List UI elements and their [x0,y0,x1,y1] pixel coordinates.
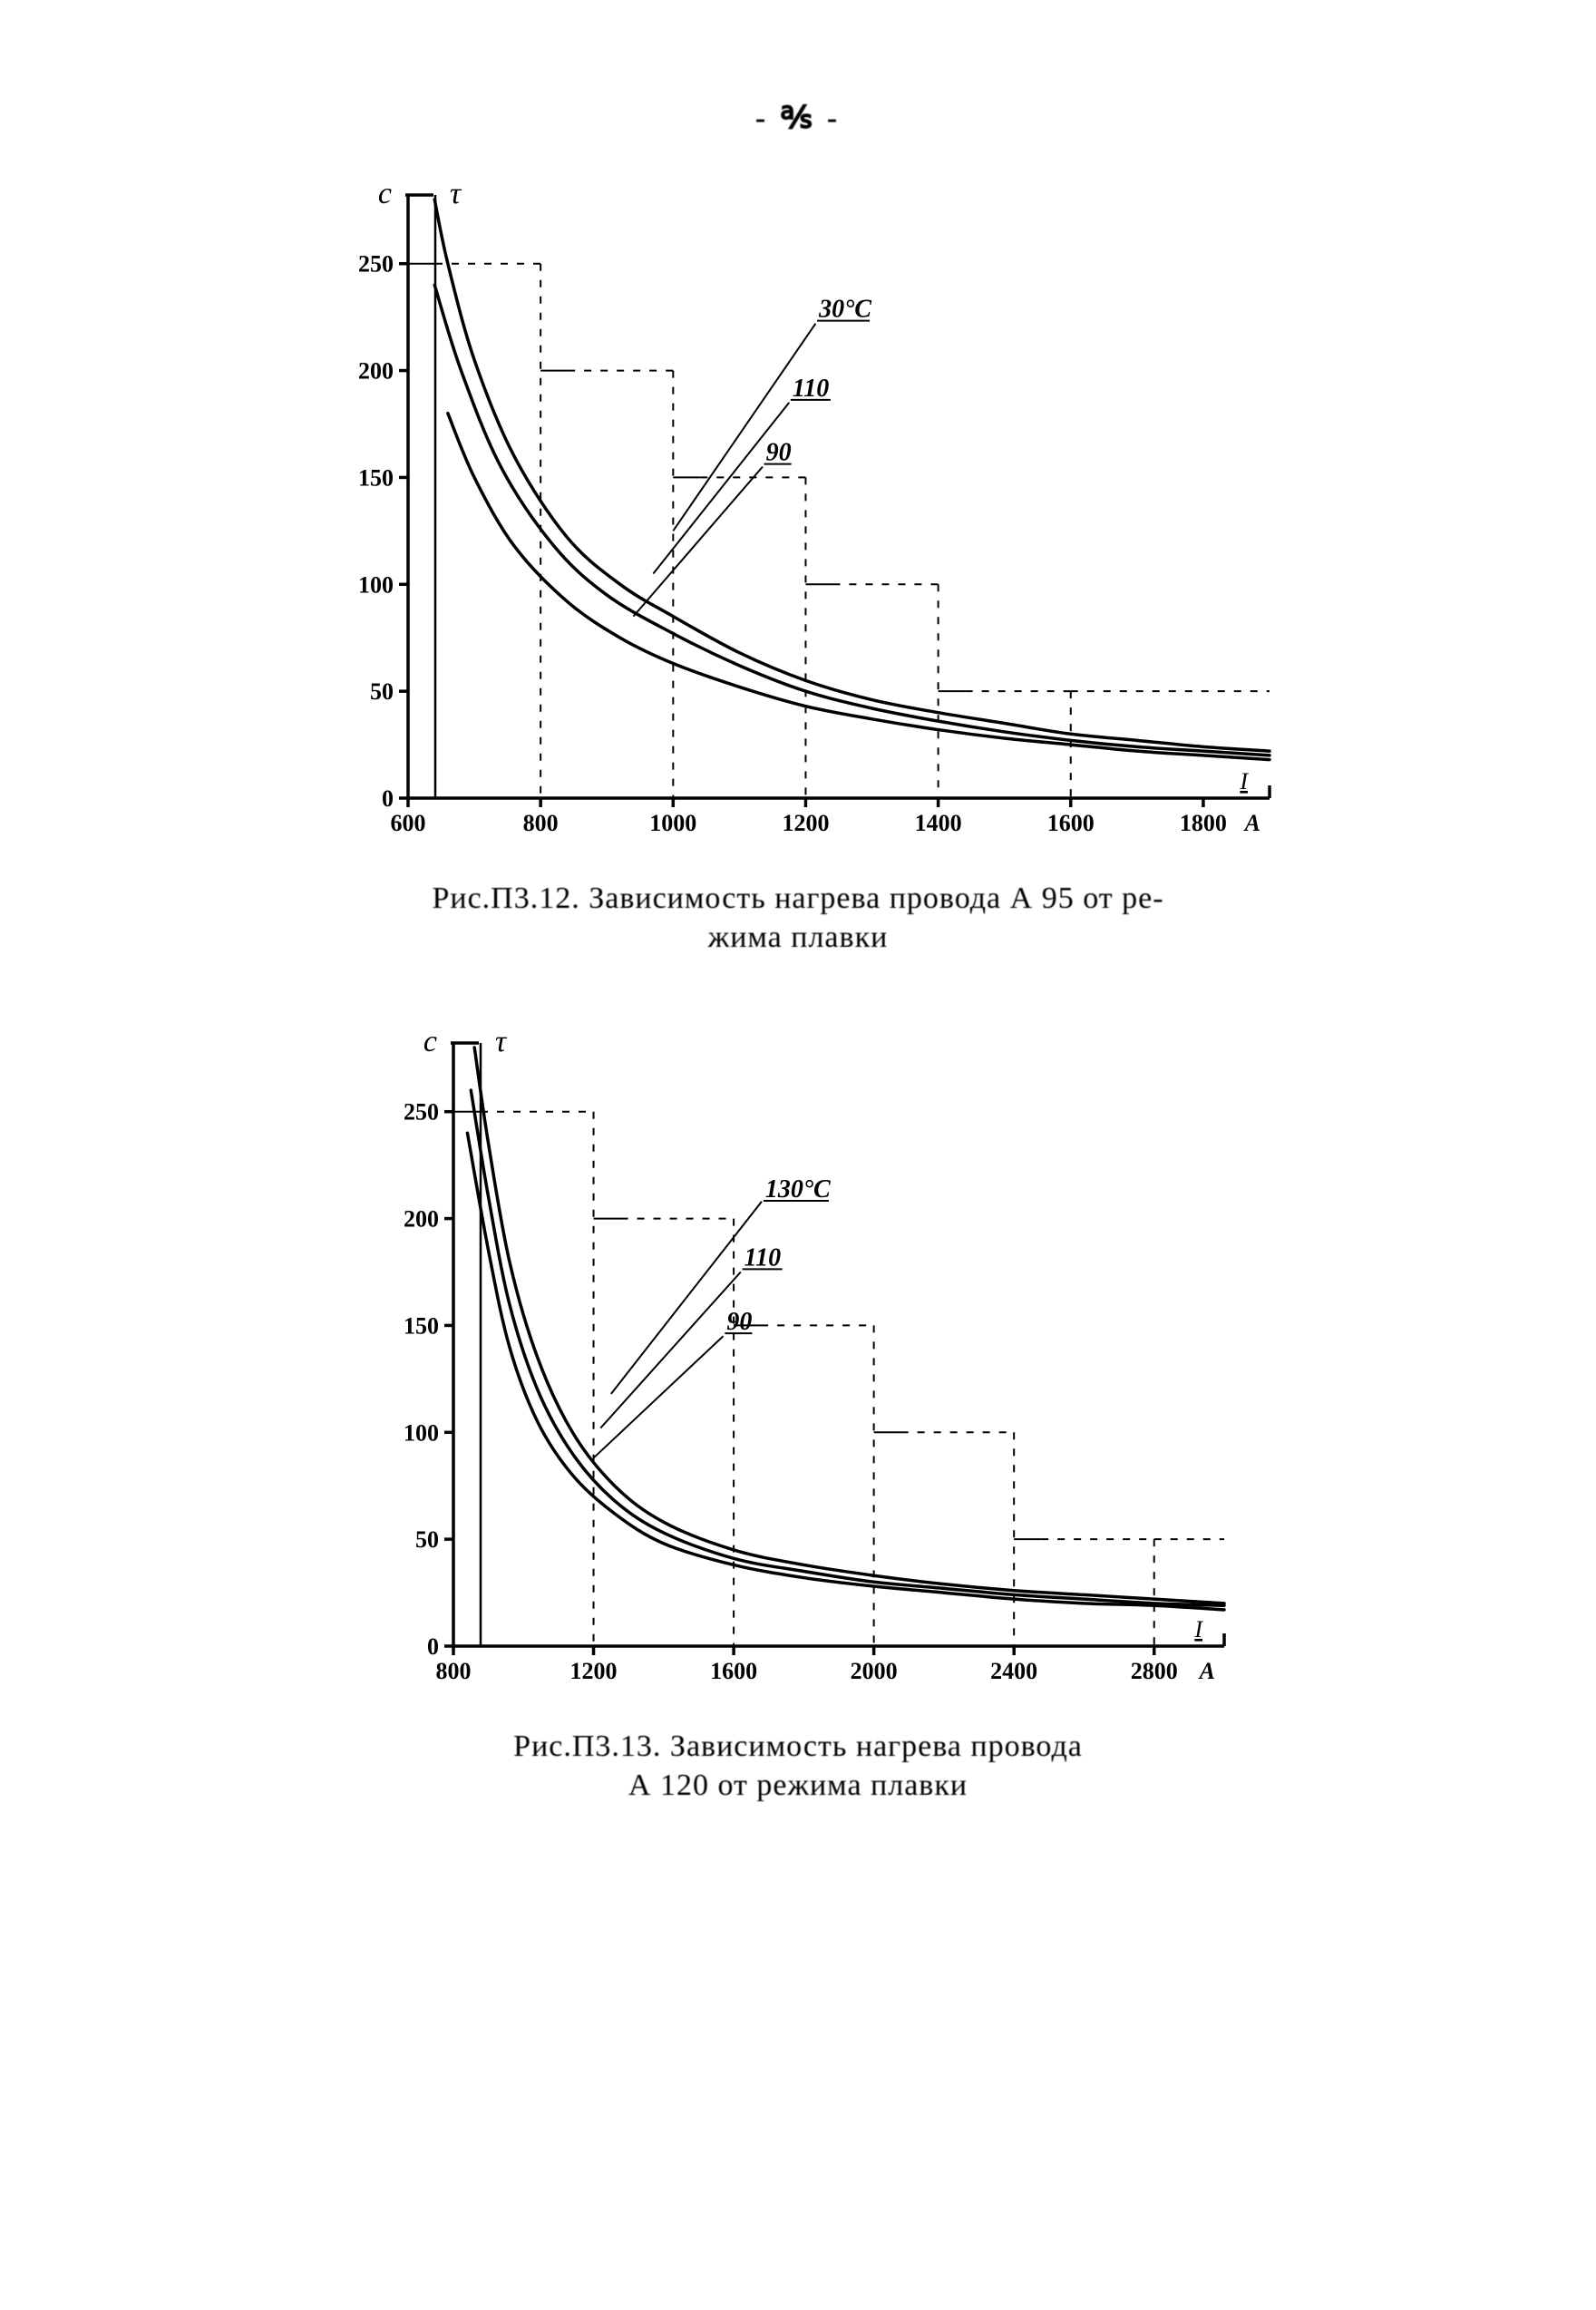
svg-text:100: 100 [404,1419,439,1446]
svg-text:90: 90 [766,439,792,467]
svg-text:2400: 2400 [990,1658,1037,1684]
caption-line2: жима плавки [708,921,889,954]
caption-prefix: Рис.П3.12. [432,882,589,915]
svg-text:50: 50 [415,1526,439,1553]
svg-text:50: 50 [370,678,394,705]
svg-text:A: A [1243,810,1260,836]
svg-text:200: 200 [404,1206,439,1233]
svg-text:30°C: 30°C [818,296,871,324]
svg-text:с: с [423,1025,437,1058]
svg-text:I: I [1239,768,1249,794]
svg-text:150: 150 [358,464,394,491]
chart-13: 0 50 100 150 200 250 800 1200 1600 2000 2400 2800 AI… [345,1020,1251,1710]
svg-text:1200: 1200 [570,1658,618,1684]
caption-line1: Зависимость нагрева провода [670,1730,1083,1763]
caption-prefix: Рис.П3.13. [513,1730,670,1763]
svg-text:130°C: 130°C [765,1175,831,1204]
svg-text:1800: 1800 [1180,810,1227,836]
chart-12: 0 50 100 150 200 250 600 800 1000 1200 1400 1600 180… [299,172,1297,862]
svg-text:1000: 1000 [649,810,696,836]
svg-text:110: 110 [793,375,829,403]
svg-text:1200: 1200 [782,810,829,836]
caption-line2: А 120 от режима плавки [628,1769,968,1802]
svg-text:90: 90 [726,1308,752,1336]
chart-12-caption: Рис.П3.12. Зависимость нагрева провода А… [432,880,1163,957]
svg-text:A: A [1198,1658,1215,1684]
svg-text:100: 100 [358,571,394,598]
chart-13-wrap: 0 50 100 150 200 250 800 1200 1600 2000 2400 2800 AI… [345,1020,1251,1805]
svg-text:150: 150 [404,1312,439,1339]
svg-text:0: 0 [382,785,394,812]
svg-text:с: с [378,177,392,210]
svg-text:τ: τ [495,1025,508,1058]
svg-text:110: 110 [744,1243,781,1272]
svg-text:2800: 2800 [1131,1658,1178,1684]
chart-13-caption: Рис.П3.13. Зависимость нагрева провода А… [513,1728,1083,1805]
svg-text:250: 250 [404,1099,439,1126]
svg-text:2000: 2000 [851,1658,898,1684]
svg-text:I: I [1193,1616,1203,1642]
svg-text:0: 0 [427,1633,439,1660]
svg-text:1600: 1600 [1047,810,1095,836]
caption-line1: Зависимость нагрева провода А 95 от ре- [589,882,1163,915]
svg-text:800: 800 [523,810,559,836]
svg-text:250: 250 [358,251,394,278]
svg-text:600: 600 [391,810,426,836]
svg-text:1600: 1600 [710,1658,757,1684]
svg-text:τ: τ [450,177,462,210]
page-header-mark: - ℁ - [755,100,841,136]
svg-text:200: 200 [358,358,394,385]
svg-text:800: 800 [436,1658,472,1684]
chart-12-wrap: 0 50 100 150 200 250 600 800 1000 1200 1400 1600 180… [299,172,1297,957]
svg-text:1400: 1400 [915,810,962,836]
